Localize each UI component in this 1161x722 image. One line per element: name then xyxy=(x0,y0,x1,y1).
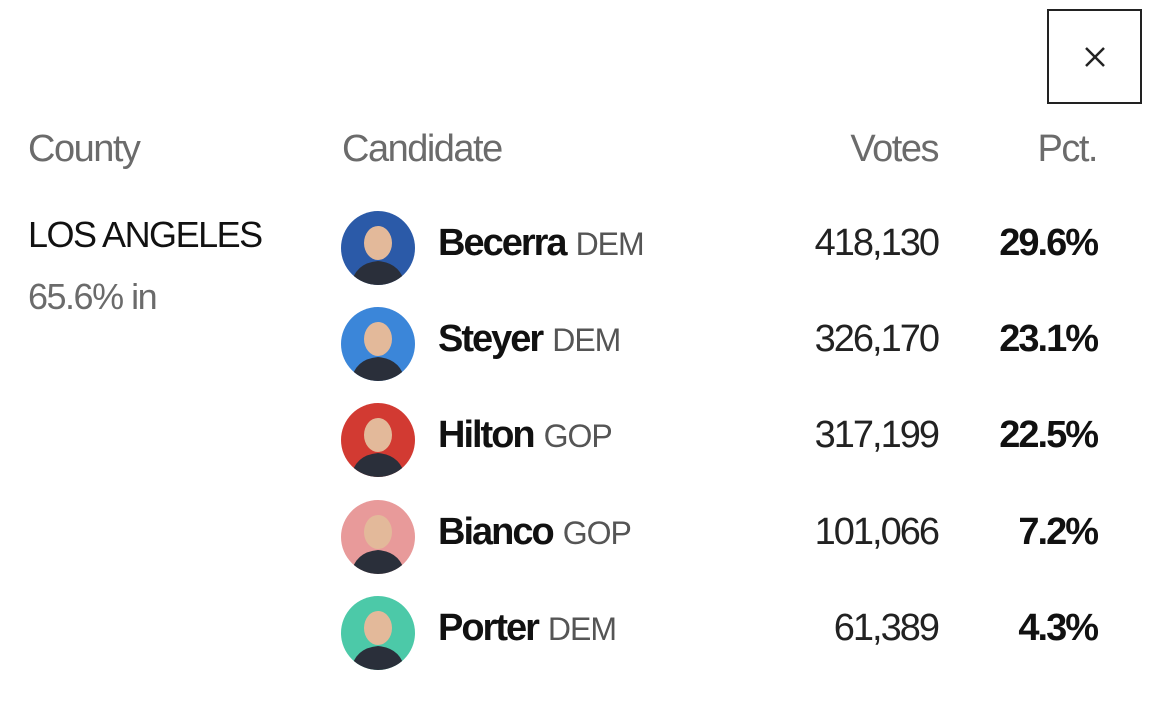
candidate-name: Steyer DEM xyxy=(438,318,621,361)
pct-header: Pct. xyxy=(1037,128,1099,170)
party: GOP xyxy=(543,418,613,455)
party: DEM xyxy=(575,226,645,262)
photo-silhouette xyxy=(351,610,405,670)
percent: 29.6% xyxy=(999,222,1099,264)
candidate-photo xyxy=(341,211,415,285)
photo-silhouette xyxy=(351,226,405,285)
candidate-name: Hilton GOP xyxy=(438,414,613,457)
candidate-header: Candidate xyxy=(342,128,503,170)
votes: 418,130 xyxy=(814,222,940,264)
name-text: Becerra xyxy=(438,222,568,264)
votes: 326,170 xyxy=(814,318,940,361)
candidate-name: Becerra DEM xyxy=(438,222,645,265)
close-icon xyxy=(1085,47,1105,67)
percent: 4.3% xyxy=(1018,606,1099,649)
county-header: County xyxy=(28,128,141,170)
party: DEM xyxy=(547,610,617,647)
name-text: Bianco xyxy=(438,510,555,553)
reporting: 65.6% in xyxy=(28,276,158,317)
votes: 101,066 xyxy=(814,510,940,553)
candidate-name: Bianco GOP xyxy=(438,510,632,554)
photo-silhouette xyxy=(351,514,405,574)
votes: 61,389 xyxy=(833,606,940,649)
candidate-name: Porter DEM xyxy=(438,606,617,650)
party: GOP xyxy=(562,514,632,551)
votes: 317,199 xyxy=(814,414,940,457)
votes-header: Votes xyxy=(850,128,939,170)
candidate-photo xyxy=(341,595,415,670)
county-name: LOS ANGELES xyxy=(28,214,263,255)
candidate-photo xyxy=(341,307,415,382)
candidate-photo xyxy=(341,403,415,478)
photo-silhouette xyxy=(351,418,405,478)
percent: 22.5% xyxy=(999,414,1099,457)
percent: 23.1% xyxy=(999,318,1099,361)
name-text: Porter xyxy=(438,606,540,649)
candidate-photo xyxy=(341,499,415,574)
photo-silhouette xyxy=(351,322,405,382)
name-text: Hilton xyxy=(438,414,536,457)
name-text: Steyer xyxy=(438,318,544,361)
close-button[interactable] xyxy=(1047,9,1142,104)
party: DEM xyxy=(552,322,621,359)
percent: 7.2% xyxy=(1018,510,1099,553)
